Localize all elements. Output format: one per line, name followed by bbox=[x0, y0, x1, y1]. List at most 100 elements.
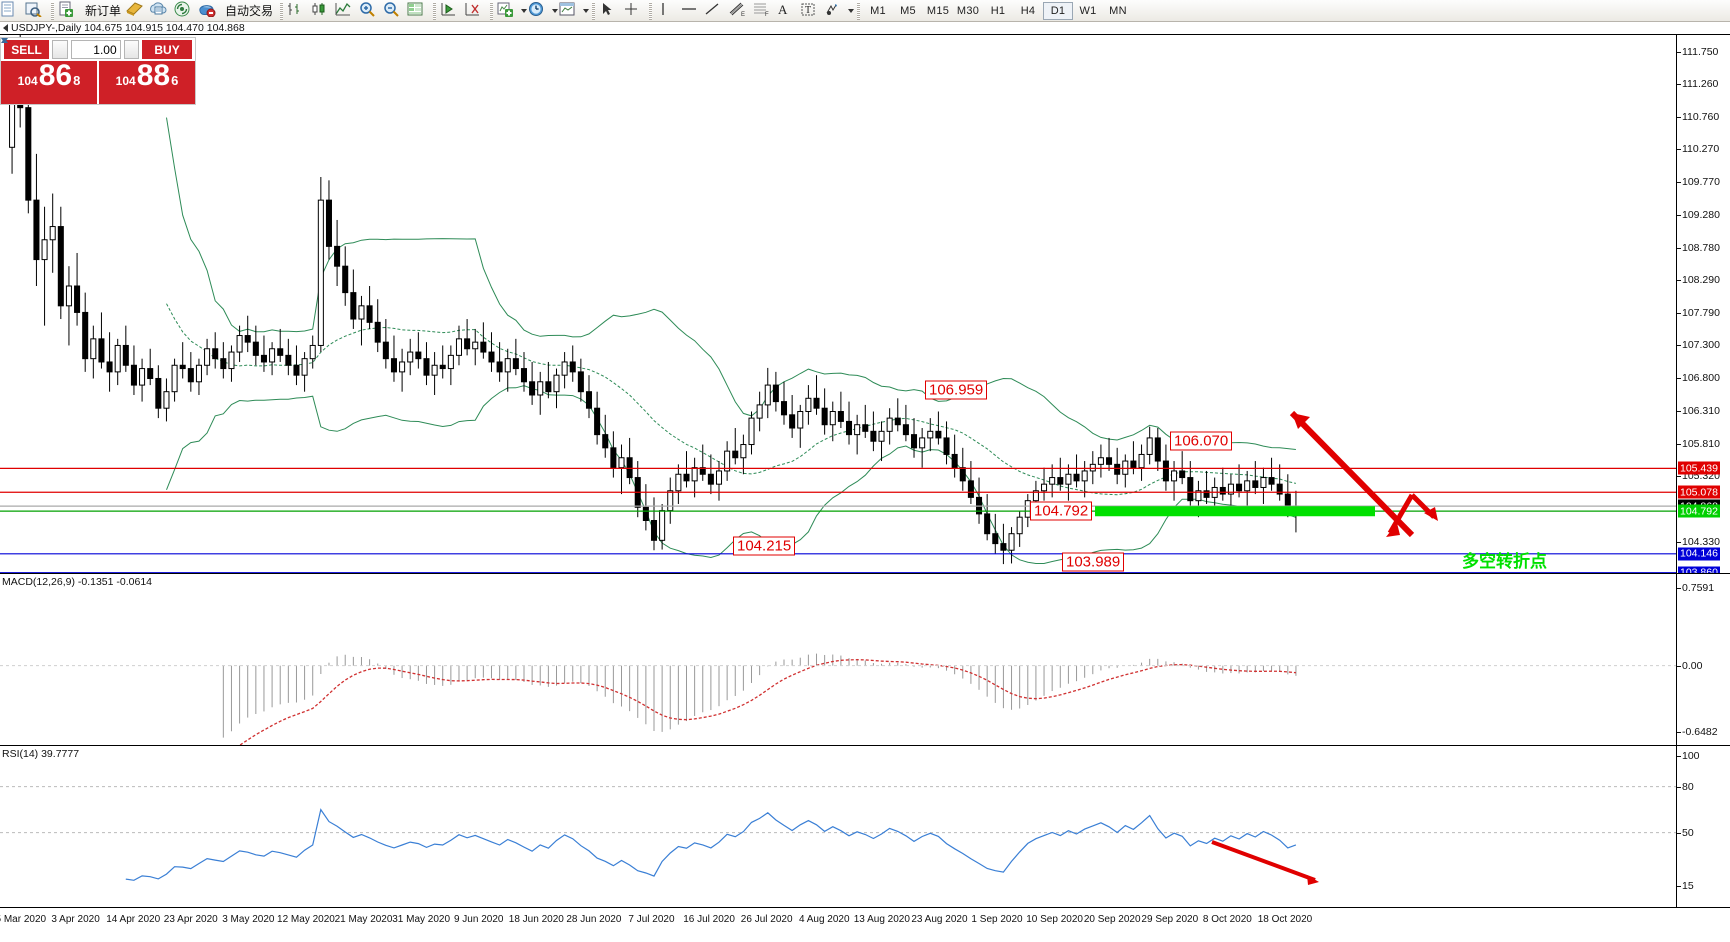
volume-input[interactable]: 1.00 bbox=[70, 40, 121, 59]
toolbar-separator bbox=[51, 1, 54, 20]
timeframe-h1[interactable]: H1 bbox=[990, 4, 1006, 17]
text-label-icon[interactable]: A bbox=[775, 1, 799, 21]
timeframe-h4[interactable]: H4 bbox=[1020, 4, 1036, 17]
cursor-arrow-icon[interactable] bbox=[598, 1, 622, 21]
vertical-line-icon[interactable] bbox=[655, 1, 679, 21]
macd-plot[interactable] bbox=[0, 574, 1676, 745]
rsi-plot[interactable] bbox=[0, 746, 1676, 907]
toolbar-separator-4 bbox=[490, 1, 494, 20]
price-plot[interactable]: 106.959 106.070 104.792 104.215 103.989 多空转折点 bbox=[0, 35, 1676, 573]
sell-price-big: 86 bbox=[38, 59, 73, 92]
timeframe-group[interactable]: M1 M5 M15 M30 H1 H4 D1 W1 MN bbox=[863, 1, 1133, 20]
line-chart-icon[interactable] bbox=[334, 1, 358, 21]
macd-axis[interactable]: 0.7591 0.00 -0.6482 bbox=[1676, 574, 1730, 745]
rsi-axis[interactable]: 100 80 50 15 bbox=[1676, 746, 1730, 907]
timeframe-m15[interactable]: M15 bbox=[926, 4, 950, 17]
metaeditor-icon[interactable] bbox=[125, 1, 149, 21]
horizontal-line-icon[interactable] bbox=[679, 1, 703, 21]
candlestick-chart-icon[interactable] bbox=[310, 1, 334, 21]
data-grid-icon[interactable] bbox=[406, 1, 430, 21]
candlestick bbox=[236, 325, 243, 362]
data-window-icon[interactable] bbox=[24, 1, 48, 21]
timeframe-w1[interactable]: W1 bbox=[1079, 4, 1097, 17]
annot-106-959[interactable]: 106.959 bbox=[925, 380, 988, 400]
date-tick-label: 25 Mar 2020 bbox=[0, 914, 47, 925]
equidistant-channel-icon[interactable]: E bbox=[727, 1, 751, 21]
terminal-icon[interactable] bbox=[0, 1, 24, 21]
timeframe-m1[interactable]: M1 bbox=[870, 4, 886, 17]
toolbar-separator-3 bbox=[433, 1, 437, 20]
trendline-icon[interactable] bbox=[703, 1, 727, 21]
timeframe-m30[interactable]: M30 bbox=[956, 4, 980, 17]
autotrading-icon[interactable] bbox=[197, 1, 221, 21]
chip-104-792[interactable]: 104.792 bbox=[1678, 504, 1720, 518]
annot-104-215[interactable]: 104.215 bbox=[733, 536, 796, 556]
macd-pane[interactable]: MACD(12,26,9) -0.1351 -0.0614 0.7591 0.00… bbox=[0, 573, 1730, 745]
timeframe-d1[interactable]: D1 bbox=[1043, 1, 1074, 20]
volume-increment-button[interactable] bbox=[1, 38, 140, 59]
zoom-out-icon[interactable] bbox=[382, 1, 406, 21]
chevron-down-icon-3[interactable] bbox=[583, 8, 590, 13]
chevron-down-icon-2[interactable] bbox=[552, 8, 559, 13]
one-click-trading-panel[interactable]: SELL 1.00 BUY 104 86 8 104 88 6 bbox=[0, 37, 196, 105]
sell-button[interactable]: SELL bbox=[4, 40, 50, 59]
oct-price-row[interactable]: 104 86 8 104 88 6 bbox=[1, 61, 195, 104]
annot-103-989[interactable]: 103.989 bbox=[1062, 552, 1125, 572]
toolbar-separator-5 bbox=[592, 1, 596, 20]
chip-105-078[interactable]: 105.078 bbox=[1678, 485, 1720, 499]
chart-area[interactable]: 106.959 106.070 104.792 104.215 103.989 多空转折点… bbox=[0, 34, 1730, 942]
buy-price-display[interactable]: 104 88 6 bbox=[99, 61, 195, 104]
candlestick bbox=[894, 398, 901, 432]
volume-decrement-button[interactable] bbox=[1, 38, 68, 59]
date-tick-label: 29 Sep 2020 bbox=[1141, 914, 1199, 925]
chevron-down-icon-4[interactable] bbox=[848, 8, 855, 13]
period-clock-icon[interactable] bbox=[527, 1, 551, 21]
annot-104-792[interactable]: 104.792 bbox=[1030, 501, 1093, 521]
indicators-add-icon[interactable] bbox=[496, 1, 520, 21]
candlestick bbox=[488, 332, 495, 372]
signals-icon[interactable] bbox=[173, 1, 197, 21]
chip-105-439[interactable]: 105.439 bbox=[1678, 461, 1720, 475]
collapse-triangle-icon[interactable] bbox=[3, 24, 8, 32]
candlestick bbox=[423, 342, 430, 386]
new-order-button[interactable]: 新订单 bbox=[85, 4, 122, 18]
chevron-down-icon[interactable] bbox=[521, 8, 528, 13]
auto-scroll-icon[interactable] bbox=[463, 1, 487, 21]
bar-chart-icon[interactable] bbox=[286, 1, 310, 21]
oct-controls-row[interactable]: SELL 1.00 BUY bbox=[1, 38, 195, 61]
text-box-icon[interactable]: T bbox=[799, 1, 823, 21]
chinese-annotation: 多空转折点 bbox=[1462, 552, 1547, 571]
candlestick bbox=[789, 394, 796, 438]
rsi-pane[interactable]: RSI(14) 39.7777 100 80 50 15 bbox=[0, 745, 1730, 907]
chip-104-146[interactable]: 104.146 bbox=[1678, 547, 1720, 561]
fibonacci-icon[interactable]: F bbox=[751, 1, 775, 21]
metaquotes-id-icon[interactable] bbox=[149, 1, 173, 21]
candlestick bbox=[65, 266, 72, 346]
arrows-shapes-icon[interactable] bbox=[823, 1, 847, 21]
price-axis[interactable]: 111.750 111.260 110.760 110.270 109.770 109.2… bbox=[1676, 35, 1730, 580]
templates-icon[interactable] bbox=[558, 1, 582, 21]
price-tickmark bbox=[1677, 280, 1681, 282]
zoom-in-icon[interactable] bbox=[358, 1, 382, 21]
candlestick bbox=[545, 361, 552, 399]
crosshair-icon[interactable] bbox=[622, 1, 646, 21]
candlestick bbox=[472, 328, 479, 366]
rsi-tick-label: 50 bbox=[1682, 826, 1694, 839]
candlestick bbox=[691, 457, 698, 498]
price-tickmark bbox=[1677, 345, 1681, 347]
autotrading-button[interactable]: 自动交易 bbox=[225, 4, 274, 18]
buy-button[interactable]: BUY bbox=[142, 40, 192, 59]
candlestick bbox=[1000, 523, 1007, 565]
shift-end-icon[interactable] bbox=[439, 1, 463, 21]
sell-price-display[interactable]: 104 86 8 bbox=[1, 61, 97, 104]
timeframe-m5[interactable]: M5 bbox=[900, 4, 916, 17]
price-pane[interactable]: 106.959 106.070 104.792 104.215 103.989 多空转折点… bbox=[0, 34, 1730, 580]
price-tick-label: 106.800 bbox=[1682, 372, 1720, 385]
candlestick bbox=[269, 342, 276, 376]
timeframe-mn[interactable]: MN bbox=[1109, 4, 1127, 17]
new-order-icon[interactable] bbox=[57, 1, 81, 21]
annot-106-070[interactable]: 106.070 bbox=[1170, 431, 1233, 451]
main-toolbar[interactable]: 新订单 自动交易 bbox=[0, 0, 1730, 22]
candlestick bbox=[212, 332, 219, 369]
